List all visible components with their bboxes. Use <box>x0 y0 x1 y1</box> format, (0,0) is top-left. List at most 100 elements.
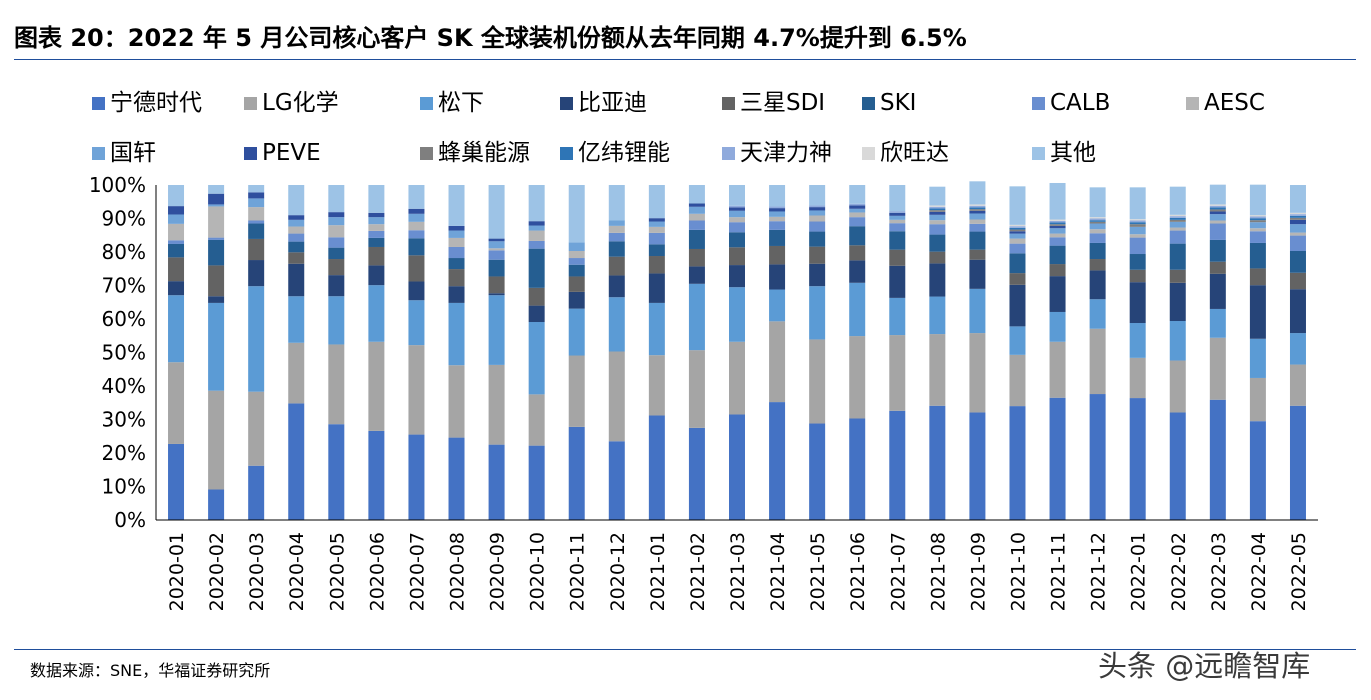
bar-segment <box>1129 222 1146 225</box>
bar-segment <box>248 223 265 239</box>
bar-segment <box>769 321 786 403</box>
bar-segment <box>1009 326 1026 355</box>
bar-segment <box>729 185 745 206</box>
bar-segment <box>648 221 665 227</box>
x-tick-label: 2021-12 <box>1088 532 1110 611</box>
bar-segment <box>1249 338 1266 378</box>
bar-segment <box>969 205 986 208</box>
legend-item: 宁德时代 <box>92 92 202 115</box>
bar-segment <box>1209 399 1226 520</box>
bar-segment <box>1289 272 1306 290</box>
bar-segment <box>328 185 345 213</box>
x-tick-label: 2022-04 <box>1248 532 1270 611</box>
bar-segment <box>408 255 425 282</box>
bar-segment <box>168 185 185 207</box>
bar-segment <box>849 418 866 520</box>
bar-segment <box>1129 254 1146 270</box>
y-tick-label: 40% <box>102 374 146 398</box>
bar-segment <box>769 185 786 207</box>
bar-segment <box>1249 231 1266 243</box>
bar-segment <box>1249 218 1266 221</box>
bar-segment <box>248 465 265 520</box>
bar-segment <box>688 350 705 428</box>
bar-segment <box>929 334 946 406</box>
bar-segment <box>408 185 425 209</box>
bar-segment <box>1049 182 1066 220</box>
legend-swatch <box>1032 97 1045 110</box>
bar-segment <box>528 230 545 241</box>
bar-segment <box>1049 341 1066 398</box>
x-tick-label: 2021-07 <box>887 532 909 611</box>
bar-segment <box>729 210 745 218</box>
bar-segment <box>648 415 665 520</box>
bar-segment <box>1009 224 1026 227</box>
legend-item: 松下 <box>420 92 484 115</box>
bar-segment <box>368 230 385 238</box>
legend-item: 国轩 <box>92 142 156 165</box>
bar-segment <box>1049 220 1066 223</box>
bar-segment <box>929 186 946 206</box>
x-tick-label: 2022-03 <box>1208 532 1230 611</box>
legend-swatch <box>1032 147 1045 160</box>
bar-segment <box>608 275 625 298</box>
bar-segment <box>1169 412 1186 520</box>
bar-segment <box>1289 333 1306 365</box>
bar-segment <box>849 205 866 209</box>
bar-segment <box>889 410 906 520</box>
legend-swatch <box>244 147 257 160</box>
bar-segment <box>969 207 986 210</box>
x-tick-label: 2020-11 <box>567 532 589 611</box>
bar-segment <box>1169 219 1186 222</box>
bar-segment <box>889 223 906 232</box>
bar-segment <box>568 355 585 427</box>
legend-item: 亿纬锂能 <box>560 142 670 165</box>
bar-segment <box>969 231 986 250</box>
bar-segment <box>809 215 826 222</box>
bar-segment <box>1289 250 1306 273</box>
bar-segment <box>1289 185 1306 213</box>
bar-segment <box>969 213 986 220</box>
bar-segment <box>328 424 345 520</box>
bar-segment <box>328 237 345 248</box>
bar-segment <box>448 286 465 303</box>
bar-segment <box>849 185 866 204</box>
bar-segment <box>488 250 505 260</box>
bar-segment <box>889 231 906 250</box>
y-tick-label: 10% <box>102 475 146 499</box>
bar-segment <box>368 237 385 247</box>
bar-segment <box>288 233 305 242</box>
bar-segment <box>1249 242 1266 269</box>
bar-segment <box>1009 227 1026 230</box>
legend-item: 三星SDI <box>722 92 825 115</box>
bar-segment <box>769 208 786 212</box>
bar-segment <box>1209 205 1226 208</box>
bar-segment <box>368 285 385 342</box>
bar-segment <box>288 342 305 404</box>
bar-segment <box>729 232 745 248</box>
bar-segment <box>1249 268 1266 286</box>
bar-segment <box>1169 269 1186 283</box>
legend-label: 欣旺达 <box>880 140 949 166</box>
x-tick-label: 2020-07 <box>406 532 428 611</box>
bar-segment <box>1289 224 1306 233</box>
bar-segment <box>769 221 786 230</box>
bar-segment <box>1009 253 1026 274</box>
bar-segment <box>769 289 786 322</box>
bar-segment <box>168 206 185 215</box>
bar-segment <box>168 443 185 520</box>
bar-segment <box>168 295 185 363</box>
bar-segment <box>1089 229 1106 234</box>
bar-segment <box>1129 187 1146 220</box>
bar-segment <box>1209 211 1226 215</box>
bar-segment <box>528 322 545 395</box>
bar-segment <box>1249 285 1266 339</box>
bar-segment <box>648 232 665 245</box>
bar-segment <box>688 206 705 214</box>
bar-segment <box>248 238 265 261</box>
legend-label: 松下 <box>438 90 484 116</box>
bar-segment <box>1249 220 1266 223</box>
bar-segment <box>969 219 986 224</box>
bar-segment <box>1049 224 1066 226</box>
bar-segment <box>1009 238 1026 244</box>
bar-segment <box>208 239 225 266</box>
